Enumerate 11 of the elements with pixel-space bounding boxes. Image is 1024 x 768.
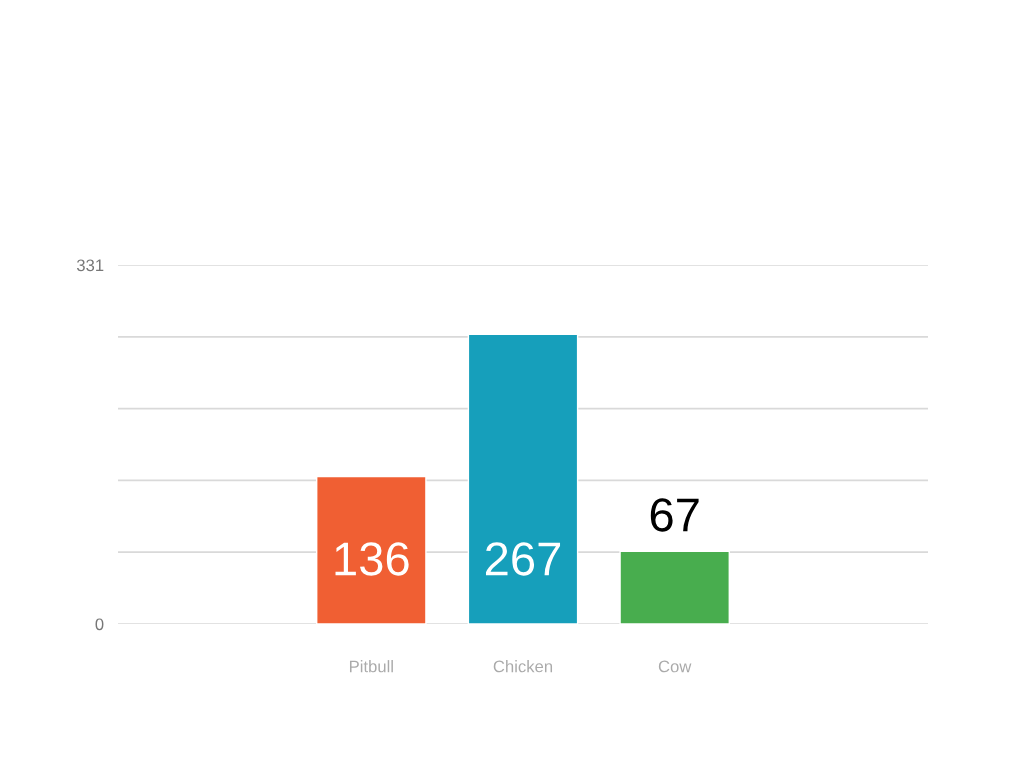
y-tick-label: 331 [76, 259, 104, 272]
y-tick-label: 0 [95, 618, 104, 631]
bar [619, 550, 730, 624]
x-tick-label: Chicken [493, 660, 553, 673]
bar [467, 333, 579, 624]
data-label: 267 [485, 542, 561, 576]
x-tick-label: Pitbull [349, 660, 393, 673]
x-tick-label: Cow [658, 660, 692, 673]
data-label: 67 [650, 498, 699, 532]
bar [316, 475, 427, 624]
data-label: 136 [335, 542, 409, 576]
